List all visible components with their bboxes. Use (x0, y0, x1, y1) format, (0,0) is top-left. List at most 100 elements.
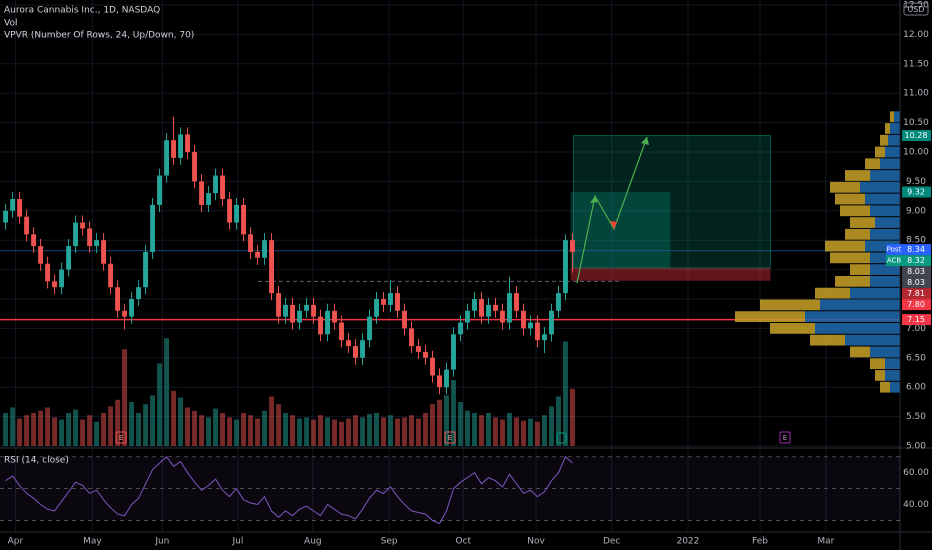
candle-body (87, 228, 93, 247)
price-label: 8.32 (907, 256, 925, 265)
vp-up-bar (870, 275, 900, 287)
candle-body (563, 240, 568, 294)
volume-bar (535, 421, 540, 446)
vp-down-bar (835, 193, 865, 205)
vp-down-bar (830, 181, 860, 193)
vp-up-bar (820, 299, 900, 311)
price-label: 10.28 (905, 131, 928, 140)
x-tick-label: Sep (381, 537, 398, 547)
volume-bar (472, 413, 477, 446)
volume-bar (437, 399, 442, 446)
volume-bar (255, 418, 260, 446)
candle-body (493, 304, 498, 311)
volume-bar (185, 407, 191, 446)
candle-body (521, 310, 526, 329)
y-tick-label: 10.00 (903, 148, 929, 158)
candle-body (395, 293, 400, 311)
vp-down-bar (835, 275, 870, 287)
candle-body (45, 263, 51, 282)
candle-body (129, 299, 135, 317)
vp-up-bar (805, 311, 900, 323)
price-label: 8.03 (907, 267, 925, 276)
candle-body (164, 140, 170, 176)
volume-bar (101, 413, 107, 446)
candle-body (570, 240, 575, 252)
volume-bar (528, 418, 533, 446)
vp-down-bar (810, 334, 845, 346)
indicator-label: VPVR (Number Of Rows, 24, Up/Down, 70) (4, 31, 194, 41)
volume-bar (360, 417, 365, 446)
candle-body (192, 152, 198, 182)
candle-body (479, 299, 484, 317)
candle-body (514, 293, 519, 311)
x-tick-label: Mar (817, 537, 834, 547)
candle-body (472, 299, 477, 311)
y-tick-label: 5.50 (906, 412, 926, 422)
volume-bar (73, 409, 79, 446)
x-tick-label: May (83, 537, 102, 547)
candle-body (59, 269, 65, 288)
volume-bar (332, 419, 337, 446)
y-tick-label: 10.50 (903, 118, 929, 128)
volume-bar (507, 413, 512, 446)
volume-bar (346, 418, 351, 446)
price-label: 8.03 (907, 278, 925, 287)
earnings-icon (444, 431, 456, 444)
candle-body (24, 216, 30, 235)
stop-zone (570, 267, 771, 281)
volume-bar (150, 395, 156, 446)
y-tick-label: 7.00 (906, 324, 926, 334)
candle-body (143, 251, 149, 288)
vp-up-bar (850, 287, 900, 299)
earnings-icon (779, 431, 791, 444)
x-tick-label: Apr (8, 537, 24, 547)
candle-body (318, 316, 323, 335)
candle-body (353, 346, 358, 358)
earnings-label: E (783, 434, 787, 442)
candle-body (178, 134, 184, 158)
candle-body (486, 304, 491, 317)
candle-body (101, 240, 107, 264)
candle-body (3, 210, 9, 223)
y-tick-label: 9.00 (906, 206, 926, 216)
candle-body (108, 263, 114, 288)
volume-bar (444, 395, 449, 446)
volume-bar (542, 415, 547, 446)
vp-down-bar (850, 264, 870, 275)
volume-bar (563, 341, 568, 446)
arrow-drawing (576, 136, 649, 284)
candle-body (423, 351, 428, 358)
volume-bar (206, 417, 212, 446)
candle-body (451, 334, 456, 370)
volume-bar (129, 402, 135, 446)
candle-body (66, 246, 72, 270)
volume-bar (465, 410, 470, 446)
earnings-label: E (119, 434, 123, 442)
vp-down-bar (815, 287, 850, 299)
volume-bar (94, 421, 100, 446)
vp-down-bar (875, 370, 885, 381)
vp-down-bar (875, 146, 885, 158)
rsi-pane: 60.00 40.00 (0, 455, 929, 525)
volume-bar (493, 417, 498, 446)
volume-bar (171, 391, 177, 446)
vp-up-bar (860, 181, 900, 193)
candle-body (122, 310, 128, 317)
candle-body (430, 357, 435, 376)
price-label: 7.15 (907, 315, 925, 324)
vp-up-bar (890, 381, 900, 393)
volume-bar (290, 415, 295, 446)
volume-bar (220, 413, 225, 446)
price-label: 7.80 (907, 300, 925, 309)
vp-up-bar (870, 170, 900, 181)
forecast-path (576, 136, 648, 284)
x-tick-label: Aug (304, 537, 322, 547)
vp-down-bar (850, 217, 875, 228)
y-tick-label: 6.00 (906, 383, 926, 393)
first-target-zone (570, 191, 671, 268)
candle-body (507, 293, 512, 323)
vp-down-bar (890, 111, 894, 123)
volume-bar (80, 419, 86, 446)
vp-down-bar (850, 346, 870, 358)
candle-body (38, 246, 44, 264)
